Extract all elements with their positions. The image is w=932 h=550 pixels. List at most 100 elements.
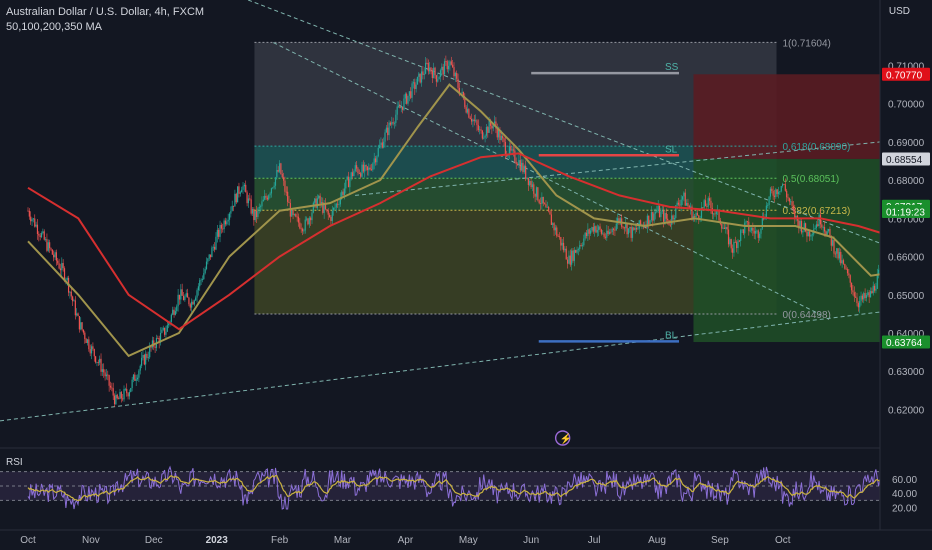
- candle-body: [36, 224, 39, 234]
- moving-average-line: [27, 152, 932, 331]
- currency-label[interactable]: USD: [888, 6, 910, 17]
- candle-body: [840, 251, 842, 264]
- candle-body: [623, 227, 625, 229]
- candle-body: [323, 203, 325, 213]
- candle-body: [736, 242, 738, 249]
- candle-body: [150, 346, 152, 348]
- candle-body: [502, 135, 504, 139]
- candle-body: [775, 189, 777, 197]
- candle-body: [230, 210, 232, 214]
- candle-body: [192, 301, 194, 305]
- candle-body: [608, 231, 611, 235]
- candle-body: [665, 213, 667, 219]
- candle-body: [868, 292, 870, 298]
- candle-body: [209, 254, 212, 258]
- candle-body: [305, 218, 308, 220]
- candle-body: [734, 241, 736, 243]
- candle-body: [626, 223, 628, 235]
- candle-body: [191, 301, 193, 308]
- candle-body: [389, 122, 392, 125]
- candle-body: [672, 215, 674, 220]
- candle-body: [784, 184, 786, 191]
- candle-body: [669, 224, 671, 226]
- candle-body: [753, 230, 755, 234]
- candle-body: [631, 227, 634, 238]
- candle-body: [869, 291, 872, 298]
- candle-body: [220, 224, 222, 229]
- candle-body: [855, 296, 857, 298]
- price-tick-label: 0.65000: [888, 291, 925, 302]
- candle-body: [584, 232, 586, 239]
- candle-body: [772, 191, 774, 196]
- candle-body: [318, 195, 320, 199]
- candle-body: [562, 242, 565, 251]
- candle-body: [27, 210, 29, 212]
- candle-body: [510, 146, 512, 151]
- candle-body: [331, 210, 333, 222]
- candle-body: [779, 191, 781, 193]
- candle-body: [81, 322, 83, 330]
- candle-body: [573, 250, 575, 261]
- candle-body: [349, 178, 351, 188]
- candle-body: [852, 290, 854, 293]
- candle-body: [416, 76, 419, 85]
- candle-body: [521, 162, 523, 171]
- candle-body: [637, 228, 639, 230]
- candle-body: [426, 62, 428, 64]
- candle-body: [790, 201, 792, 203]
- candle-body: [257, 208, 259, 217]
- candle-body: [615, 223, 617, 231]
- candle-body: [320, 201, 323, 204]
- candle-body: [122, 398, 124, 400]
- candle-body: [807, 231, 809, 237]
- candle-body: [572, 250, 574, 261]
- candle-body: [43, 231, 45, 240]
- candle-body: [410, 91, 412, 98]
- candle-body: [403, 98, 405, 110]
- candle-body: [500, 135, 502, 141]
- candle-body: [338, 204, 340, 206]
- candle-body: [829, 228, 831, 236]
- candle-body: [345, 179, 347, 189]
- candle-body: [612, 228, 615, 230]
- candle-body: [178, 294, 181, 300]
- candle-body: [146, 353, 148, 358]
- candle-body: [822, 227, 824, 228]
- candle-body: [576, 249, 578, 253]
- candle-body: [794, 209, 796, 220]
- candle-body: [507, 155, 509, 157]
- candle-body: [265, 195, 267, 198]
- candle-body: [297, 216, 300, 223]
- candle-body: [274, 177, 277, 186]
- candle-body: [446, 61, 448, 70]
- candle-body: [838, 251, 841, 259]
- candle-body: [241, 189, 243, 193]
- candle-body: [776, 189, 778, 195]
- price-tag: [882, 335, 930, 349]
- candle-body: [765, 205, 767, 218]
- candle-body: [566, 259, 569, 264]
- candle-body: [522, 162, 524, 173]
- candle-body: [741, 229, 743, 231]
- candle-body: [51, 249, 53, 255]
- candle-body: [130, 388, 132, 392]
- candle-body: [834, 253, 836, 255]
- candle-body: [603, 233, 605, 237]
- candle-body: [580, 245, 582, 246]
- fib-zone-382: [254, 210, 777, 314]
- candle-body: [811, 234, 813, 236]
- candle-body: [825, 231, 827, 235]
- candle-body: [598, 226, 600, 231]
- candle-body: [681, 196, 684, 200]
- candle-body: [188, 297, 190, 305]
- candle-body: [721, 224, 723, 229]
- candle-body: [553, 223, 555, 231]
- candle-body: [660, 211, 662, 218]
- candle-body: [703, 200, 705, 208]
- time-tick-label: Sep: [711, 535, 729, 546]
- candle-body: [477, 125, 479, 131]
- candle-body: [529, 181, 531, 185]
- candle-body: [488, 120, 490, 133]
- candle-body: [393, 122, 396, 124]
